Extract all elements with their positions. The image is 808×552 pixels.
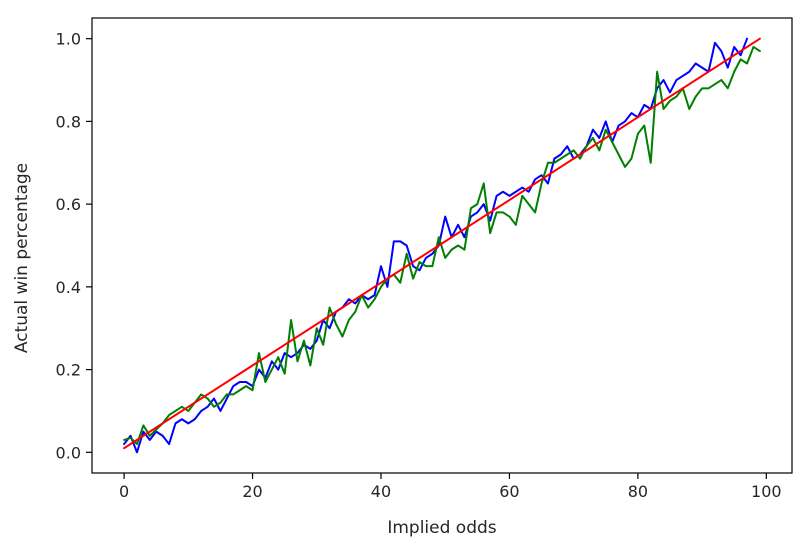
y-tick-label: 0.4 [56,278,81,297]
plot-frame [91,17,793,474]
x-axis-label: Implied odds [387,518,496,538]
series-layer [123,37,761,454]
y-tick-label: 0.6 [56,195,81,214]
x-tick-label: 40 [371,482,391,501]
y-tick-label: 0.2 [56,361,81,380]
green-series-line [123,45,761,446]
x-axis-ticks: 0 20 40 60 80 100 [119,473,782,501]
y-tick-label: 0.8 [56,112,81,131]
y-tick-label: 0.0 [56,443,81,462]
y-tick-label: 1.0 [56,30,81,49]
x-tick-label: 60 [499,482,519,501]
red-reference-line [123,37,761,450]
x-tick-label: 20 [242,482,262,501]
y-axis-ticks: 0.0 0.2 0.4 0.6 0.8 1.0 [56,30,92,462]
x-tick-label: 100 [751,482,782,501]
x-tick-label: 80 [628,482,648,501]
x-tick-label: 0 [119,482,129,501]
y-axis-label: Actual win percentage [12,163,32,353]
